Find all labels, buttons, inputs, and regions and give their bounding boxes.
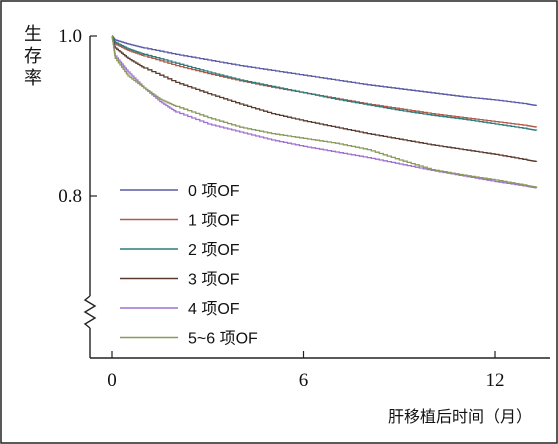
y-axis-label-char: 存 (24, 46, 42, 67)
y-axis-label-char: 率 (24, 68, 42, 89)
series-line (111, 35, 538, 107)
legend-label: 4 项OF (188, 301, 240, 318)
legend-label: 1 项OF (188, 213, 240, 230)
series-line (111, 35, 538, 163)
series-layer (111, 35, 538, 189)
y-axis-label-text: 生存率 (24, 24, 42, 89)
x-tick-label: 6 (299, 370, 309, 391)
x-axis-label: 肝移植后时间（月） (388, 407, 532, 426)
y-tick-label: 1.0 (58, 26, 82, 47)
axes: 1.0 0.8 0 6 12 (58, 26, 550, 391)
y-axis-break (83, 295, 97, 329)
legend: 0 项OF 1 项OF 2 项OF 3 项OF 4 项OF 5~6 项OF (120, 183, 258, 348)
legend-label: 5~6 项OF (188, 331, 258, 348)
series-line (111, 35, 538, 188)
legend-label: 2 项OF (188, 242, 240, 259)
legend-label: 0 项OF (188, 183, 240, 200)
legend-label: 3 项OF (188, 272, 240, 289)
x-tick-label: 12 (486, 370, 505, 391)
series-line (111, 35, 538, 131)
series-line (111, 35, 538, 189)
y-tick-label: 0.8 (58, 186, 82, 207)
x-tick-label: 0 (107, 370, 117, 391)
y-axis-label: 生存率 (24, 24, 42, 89)
y-axis-label-char: 生 (24, 24, 42, 45)
